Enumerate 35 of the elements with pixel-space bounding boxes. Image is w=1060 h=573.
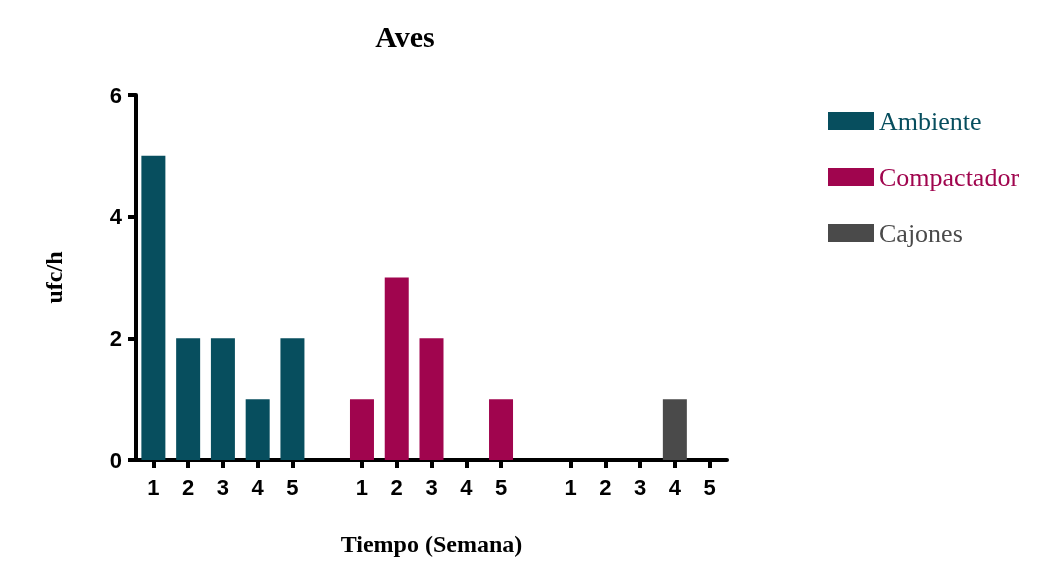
x-tick-label: 4 — [668, 474, 682, 500]
bar — [245, 399, 270, 460]
x-tick-label: 5 — [494, 474, 508, 500]
y-tick-label: 6 — [109, 82, 122, 108]
x-tick-label: 2 — [390, 474, 403, 500]
x-tick-label: 4 — [251, 474, 265, 500]
bar — [210, 338, 235, 460]
bar — [419, 338, 444, 460]
x-tick-label: 3 — [216, 474, 230, 500]
x-tick-label: 5 — [703, 474, 716, 500]
y-tick-label: 2 — [109, 325, 122, 351]
x-tick-label: 2 — [599, 474, 612, 500]
x-tick-label: 1 — [564, 474, 577, 500]
bar — [280, 338, 305, 460]
x-axis-title: Tiempo (Semana) — [340, 531, 523, 557]
legend-label: Cajones — [879, 218, 963, 248]
x-tick-label: 4 — [460, 474, 474, 500]
x-tick-label: 5 — [286, 474, 299, 500]
y-axis-title: ufc/h — [41, 251, 67, 304]
bar — [489, 399, 514, 460]
x-tick-label: 1 — [355, 474, 369, 500]
bar — [141, 155, 166, 460]
x-tick-label: 3 — [425, 474, 438, 500]
bar — [662, 399, 687, 460]
chart-title: Aves — [375, 19, 435, 53]
bar — [176, 338, 201, 460]
y-tick-label: 4 — [109, 204, 123, 230]
legend-label: Ambiente — [879, 106, 982, 136]
x-tick-label: 1 — [147, 474, 160, 500]
x-tick-label: 3 — [633, 474, 647, 500]
legend-label: Compactador — [879, 162, 1020, 192]
x-tick-label: 2 — [182, 474, 195, 500]
y-tick-label: 0 — [109, 447, 122, 473]
bar — [384, 277, 409, 460]
bar — [349, 399, 374, 460]
